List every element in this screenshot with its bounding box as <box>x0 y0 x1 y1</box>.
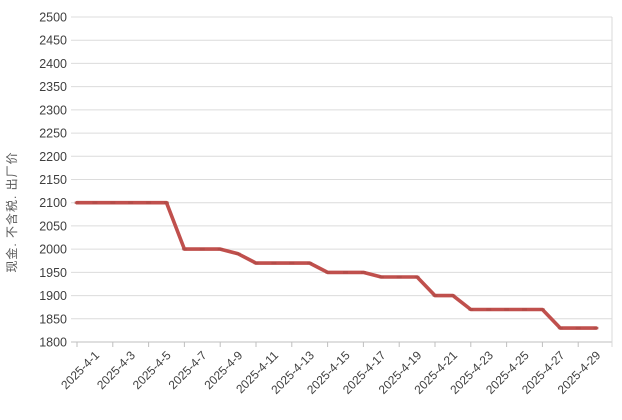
y-tick-label: 2100 <box>39 196 67 210</box>
y-tick-label: 2500 <box>39 11 67 25</box>
y-tick-label: 2400 <box>39 57 67 71</box>
y-axis-title: 现金. 不含税. 出厂价 <box>4 151 19 272</box>
x-tick-label: 2025-4-1 <box>58 348 102 392</box>
y-tick-label: 2000 <box>39 243 67 257</box>
y-tick-label: 1900 <box>39 289 67 303</box>
y-tick-label: 2450 <box>39 34 67 48</box>
y-tick-label: 1950 <box>39 266 67 280</box>
series-layer <box>74 200 599 330</box>
price-line <box>75 200 598 330</box>
y-tick-label: 1800 <box>39 336 67 350</box>
y-tick-label: 2150 <box>39 173 67 187</box>
y-tick-label: 2300 <box>39 103 67 117</box>
x-tick-label: 2025-4-7 <box>166 348 210 392</box>
y-tick-label: 2250 <box>39 127 67 141</box>
x-tick-label: 2025-4-5 <box>130 348 174 392</box>
y-tick-label: 2200 <box>39 150 67 164</box>
y-tick-label: 2050 <box>39 219 67 233</box>
y-tick-label: 2350 <box>39 80 67 94</box>
y-tick-label: 1850 <box>39 312 67 326</box>
axis-layer <box>71 17 613 347</box>
x-tick-label: 2025-4-3 <box>94 348 138 392</box>
